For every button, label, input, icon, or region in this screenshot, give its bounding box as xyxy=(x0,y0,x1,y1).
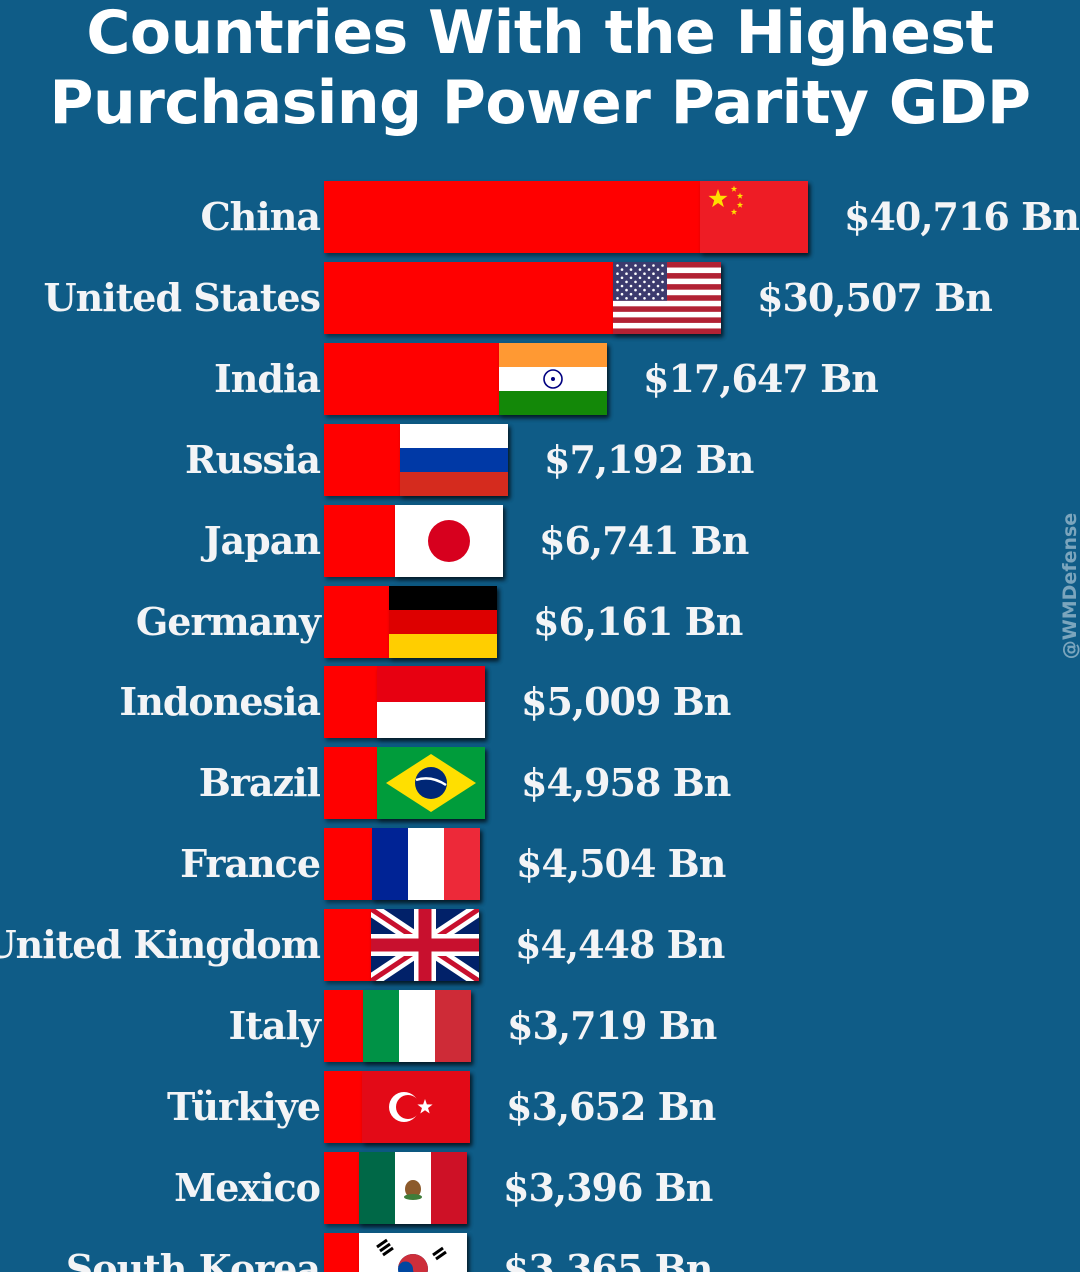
country-label: Mexico xyxy=(174,1164,321,1210)
country-label: Italy xyxy=(228,1003,321,1048)
bar-row: United States $30,507 Bn xyxy=(0,260,1080,336)
bar-row: Italy $3,719 Bn xyxy=(0,988,1080,1064)
value-label: $6,161 Bn xyxy=(533,598,743,644)
chart-title-line-1: Countries With the Highest xyxy=(86,0,994,68)
us-flag-icon xyxy=(613,261,721,334)
country-label: South Korea xyxy=(65,1245,321,1272)
bar-row: Türkiye $3,652 Bn xyxy=(0,1069,1080,1145)
italy-flag-icon xyxy=(363,990,471,1062)
country-label: China xyxy=(200,194,321,239)
value-label: $7,192 Bn xyxy=(544,436,754,482)
country-label: Brazil xyxy=(198,760,321,806)
bar-row: India $17,647 Bn xyxy=(0,341,1080,417)
value-label: $40,716 Bn xyxy=(844,194,1080,239)
country-label: Indonesia xyxy=(119,679,321,725)
value-label: $17,647 Bn xyxy=(643,355,879,401)
value-label: $4,504 Bn xyxy=(516,841,726,887)
uk-flag-icon xyxy=(371,909,479,982)
bar-row: United Kingdom $4,448 Bn xyxy=(0,907,1080,983)
russia-flag-icon xyxy=(400,423,508,496)
bar-row: Indonesia $5,009 Bn xyxy=(0,664,1080,740)
value-label: $5,009 Bn xyxy=(521,679,731,725)
germany-flag-icon xyxy=(389,585,497,658)
value-label: $4,448 Bn xyxy=(515,922,725,968)
mexico-flag-icon xyxy=(359,1151,467,1224)
value-label: $3,365 Bn xyxy=(503,1245,713,1272)
bar-row: China $40,716 Bn xyxy=(0,179,1080,255)
bar-row: Mexico $3,396 Bn xyxy=(0,1150,1080,1226)
watermark: @WMDefense xyxy=(1059,512,1080,660)
france-flag-icon xyxy=(372,828,480,901)
japan-flag-icon xyxy=(395,504,503,577)
south-korea-flag-icon xyxy=(359,1232,467,1272)
indonesia-flag-icon xyxy=(377,666,485,739)
country-label: Türkiye xyxy=(166,1083,321,1129)
bar-row: Russia $7,192 Bn xyxy=(0,422,1080,498)
country-label: United Kingdom xyxy=(0,922,321,968)
country-label: Russia xyxy=(184,436,321,482)
country-label: India xyxy=(213,355,321,401)
value-label: $6,741 Bn xyxy=(539,517,749,563)
value-label: $4,958 Bn xyxy=(521,760,731,806)
bar-row: Brazil $4,958 Bn xyxy=(0,745,1080,821)
chart-title-line-2: Purchasing Power Parity GDP xyxy=(49,68,1031,138)
value-label: $3,396 Bn xyxy=(503,1164,713,1210)
country-label: United States xyxy=(43,274,321,320)
value-label: $3,719 Bn xyxy=(507,1003,717,1048)
china-flag-icon xyxy=(700,181,808,253)
bar-row: France $4,504 Bn xyxy=(0,826,1080,902)
value-label: $3,652 Bn xyxy=(506,1083,716,1129)
country-label: Japan xyxy=(203,517,321,563)
bar-row: Japan $6,741 Bn xyxy=(0,503,1080,579)
brazil-flag-icon xyxy=(377,747,485,820)
india-flag-icon xyxy=(499,342,607,415)
chart-title: Countries With the Highest Purchasing Po… xyxy=(0,0,1080,138)
value-label: $30,507 Bn xyxy=(757,274,993,320)
bar-row: South Korea $3,365 Bn xyxy=(0,1231,1080,1272)
country-label: Germany xyxy=(135,598,321,644)
turkiye-flag-icon xyxy=(362,1070,470,1143)
country-label: France xyxy=(180,841,321,887)
bar-row: Germany $6,161 Bn xyxy=(0,584,1080,660)
